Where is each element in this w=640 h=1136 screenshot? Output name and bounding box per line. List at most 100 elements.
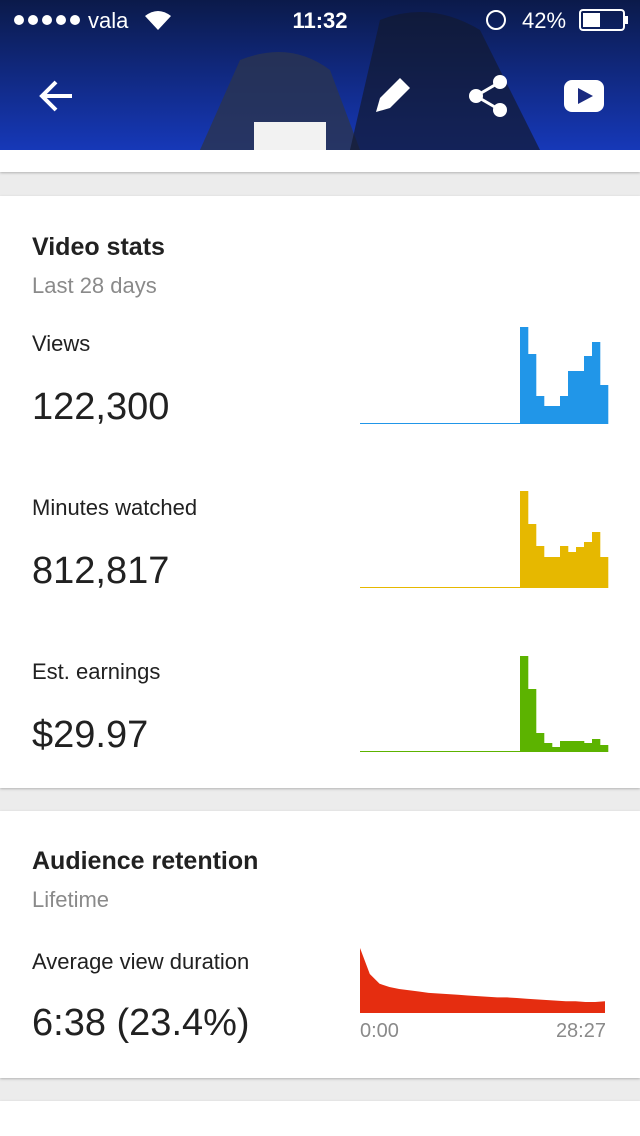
spark-bar [544,406,553,424]
battery: 42% [522,8,566,33]
spark-bar [376,423,385,424]
spark-bar [408,587,417,588]
spark-bar [464,587,473,588]
spark-bar [536,733,545,752]
spark-bar [496,587,505,588]
spark-bar [552,747,561,752]
spark-bar [584,542,593,588]
spark-bar [384,587,393,588]
spark-bar [360,423,369,424]
wifi-icon [145,11,171,30]
spark-bar [600,385,609,424]
spark-bar [592,342,601,424]
spark-bar [552,557,561,588]
card-period: Lifetime [32,887,109,912]
spark-bar [536,546,545,588]
battery-level [583,13,600,27]
sparkline [360,491,609,588]
spark-bar [416,423,425,424]
spark-bar [456,751,465,752]
metric-label: Minutes watched [32,495,197,520]
spark-bar [512,751,521,752]
back-button[interactable] [39,80,72,112]
time: 11:32 [292,8,347,33]
spark-bar [376,751,385,752]
spark-bar [424,587,433,588]
spark-bar [496,751,505,752]
spark-bar [488,423,497,424]
spark-bar [520,327,529,424]
spark-bar [416,751,425,752]
metric-value: $29.97 [32,714,148,756]
card-title: Video stats [32,233,165,261]
share-button[interactable] [469,75,507,117]
spark-bar [368,751,377,752]
spark-bar [432,751,441,752]
spark-bar [536,396,545,424]
spark-bar [464,423,473,424]
spark-bar [464,751,473,752]
spark-bar [480,587,489,588]
spark-bar [584,743,593,752]
spark-bar [584,356,593,424]
spark-bar [416,587,425,588]
spark-bar [600,745,609,752]
card-period: Last 28 days [32,273,157,298]
sparkline [360,327,609,424]
spark-bar [592,739,601,752]
spark-bar [576,371,585,424]
card [0,1101,640,1136]
header: vala 11:32 42% [0,0,640,150]
spark-bar [448,751,457,752]
spark-bar [408,423,417,424]
battery-tip [625,16,628,24]
card [0,811,640,1078]
spark-bar [592,532,601,588]
spark-bar [560,546,569,588]
spark-bar [544,743,553,752]
spark-bar [560,396,569,424]
spark-bar [472,423,481,424]
spark-bar [384,751,393,752]
spark-bar [456,423,465,424]
spark-bar [528,354,537,424]
x-start-label: 0:00 [360,1020,399,1042]
spark-bar [424,423,433,424]
spark-bar [552,406,561,424]
metric-label: Views [32,331,90,356]
spark-bar [568,741,577,752]
spark-bar [408,751,417,752]
spark-bar [400,751,409,752]
spark-bar [504,423,513,424]
status-bar: vala 11:32 42% [14,8,628,33]
spark-bar [392,751,401,752]
spark-bar [560,741,569,752]
spark-bar [472,751,481,752]
carrier: vala [88,8,129,33]
spark-bar [448,587,457,588]
spark-bar [496,423,505,424]
spark-bar [432,423,441,424]
retention-area [360,948,605,1013]
header-figure [350,12,540,150]
retention-chart [360,948,605,1013]
spark-bar [568,371,577,424]
spark-bar [424,751,433,752]
spark-bar [400,587,409,588]
metrics: Views 122,300 Minutes watched 812,817 Est. e… [32,327,609,756]
spark-bar [576,547,585,588]
spark-bar [512,423,521,424]
spark-bar [520,656,529,752]
spark-bar [568,552,577,588]
edit-button[interactable] [376,78,410,112]
spark-bar [456,587,465,588]
spark-bar [360,751,369,752]
spark-bar [368,423,377,424]
spark-bar [368,587,377,588]
spark-bar [440,587,449,588]
x-end-label: 28:27 [556,1020,606,1042]
youtube-button[interactable] [564,80,604,112]
spark-bar [528,524,537,588]
